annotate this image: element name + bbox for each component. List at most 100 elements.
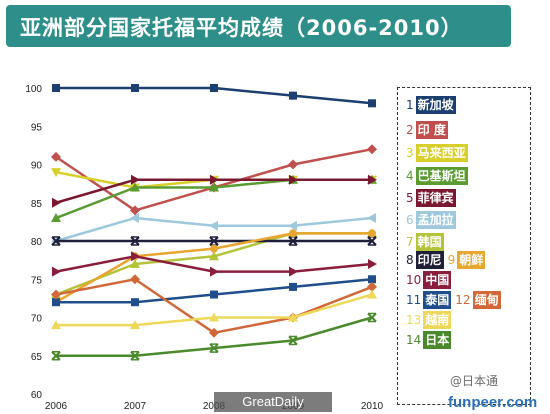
data-point: [130, 182, 140, 192]
legend-item: 10 中国: [406, 271, 455, 289]
y-tick-label: 70: [31, 314, 43, 325]
legend-label: 泰国: [423, 291, 452, 309]
data-point: [210, 290, 218, 299]
data-point: [51, 320, 61, 330]
data-point: [131, 174, 140, 185]
legend-item: 1 新加坡: [406, 96, 460, 114]
y-tick-label: 90: [31, 161, 43, 172]
legend-label: 日本: [423, 331, 452, 349]
watermark-funpeer: funpeer.com: [448, 394, 538, 411]
legend-number: 13: [406, 313, 422, 327]
data-point: [51, 151, 61, 162]
data-point: [368, 258, 377, 269]
data-point: [210, 84, 218, 92]
x-tick-label: 2010: [361, 401, 384, 412]
data-point: [131, 84, 139, 92]
axes: 606570758085909510020062007200820092010: [25, 84, 383, 412]
series-12: [51, 274, 377, 338]
y-tick-label: 65: [31, 352, 43, 363]
legend-number: 3: [406, 146, 414, 160]
chart-title: 亚洲部分国家托福平均成绩（2006-2010）: [20, 16, 463, 40]
y-tick-label: 75: [31, 275, 43, 286]
y-tick-label: 95: [31, 122, 43, 133]
data-point: [130, 274, 140, 285]
legend-label: 新加坡: [415, 96, 456, 114]
y-tick-label: 100: [25, 84, 42, 95]
data-point: [367, 213, 376, 224]
data-point: [130, 320, 140, 330]
watermark-author: @日本通: [450, 374, 499, 388]
data-point: [289, 174, 298, 185]
data-point: [289, 229, 297, 238]
data-point: [131, 298, 139, 307]
data-point: [367, 144, 377, 155]
legend-label: 韩国: [415, 233, 444, 251]
series-5: [52, 174, 377, 208]
data-point: [288, 312, 298, 322]
legend-label: 朝鲜: [457, 251, 486, 269]
y-tick-label: 85: [31, 199, 43, 210]
x-tick-label: 2006: [45, 401, 68, 412]
legend: 1 新加坡 2 印 度 3 马来西亚 4 巴基斯坦 5 菲律宾 6 孟加拉 7 韩国 8 印尼 9 朝鲜 10 中国 1…: [397, 87, 531, 405]
data-point: [130, 205, 140, 216]
legend-number: 7: [406, 235, 414, 249]
data-point: [210, 174, 219, 185]
legend-label: 孟加拉: [415, 211, 456, 229]
x-tick-label: 2007: [124, 401, 147, 412]
data-point: [209, 251, 219, 261]
data-point: [289, 91, 297, 100]
data-point: [52, 266, 61, 277]
legend-item: 14 日本: [406, 331, 455, 349]
data-point: [130, 258, 140, 268]
watermark-greatdaily: GreatDaily: [214, 392, 332, 412]
data-point: [368, 174, 377, 185]
data-point: [367, 281, 377, 292]
data-point: [210, 266, 219, 277]
data-point: [130, 236, 140, 246]
data-point: [52, 197, 61, 208]
legend-number: 10: [406, 273, 422, 287]
data-point: [367, 289, 377, 299]
data-point: [367, 312, 377, 323]
legend-number: 1: [406, 98, 414, 112]
data-point: [130, 213, 139, 224]
legend-item: 5 菲律宾: [406, 189, 460, 207]
legend-item: 11 泰国 12 缅甸: [406, 291, 505, 309]
legend-number: 4: [406, 169, 414, 183]
data-point: [288, 335, 298, 346]
legend-label: 缅甸: [472, 291, 501, 309]
series-14: [51, 312, 377, 361]
legend-number: 14: [406, 333, 422, 347]
data-point: [289, 282, 297, 291]
title-bar: 亚洲部分国家托福平均成绩（2006-2010）: [6, 5, 511, 47]
legend-item: 6 孟加拉: [406, 211, 460, 229]
data-point: [52, 298, 60, 307]
data-point: [289, 266, 298, 277]
legend-number: 9: [447, 253, 456, 267]
data-point: [51, 289, 61, 300]
data-point: [209, 343, 219, 353]
legend-label: 印尼: [415, 251, 444, 269]
legend-item: 4 巴基斯坦: [406, 167, 472, 185]
data-point: [368, 275, 376, 284]
data-point: [368, 229, 376, 238]
legend-number: 8: [406, 253, 414, 267]
series-10: [52, 251, 377, 277]
data-point: [52, 84, 60, 92]
series-8: [51, 236, 377, 246]
legend-label: 菲律宾: [415, 189, 456, 207]
data-point: [209, 236, 219, 246]
legend-label: 巴基斯坦: [415, 167, 468, 185]
legend-number: 2: [406, 123, 414, 137]
legend-number: 6: [406, 213, 414, 227]
series-13: [51, 289, 377, 330]
y-tick-label: 60: [31, 390, 43, 401]
data-point: [51, 213, 61, 223]
legend-label: 印 度: [415, 121, 448, 139]
legend-label: 中国: [423, 271, 452, 289]
data-point: [51, 168, 61, 178]
data-point: [288, 159, 298, 170]
series-11: [52, 275, 376, 307]
data-point: [209, 220, 218, 231]
